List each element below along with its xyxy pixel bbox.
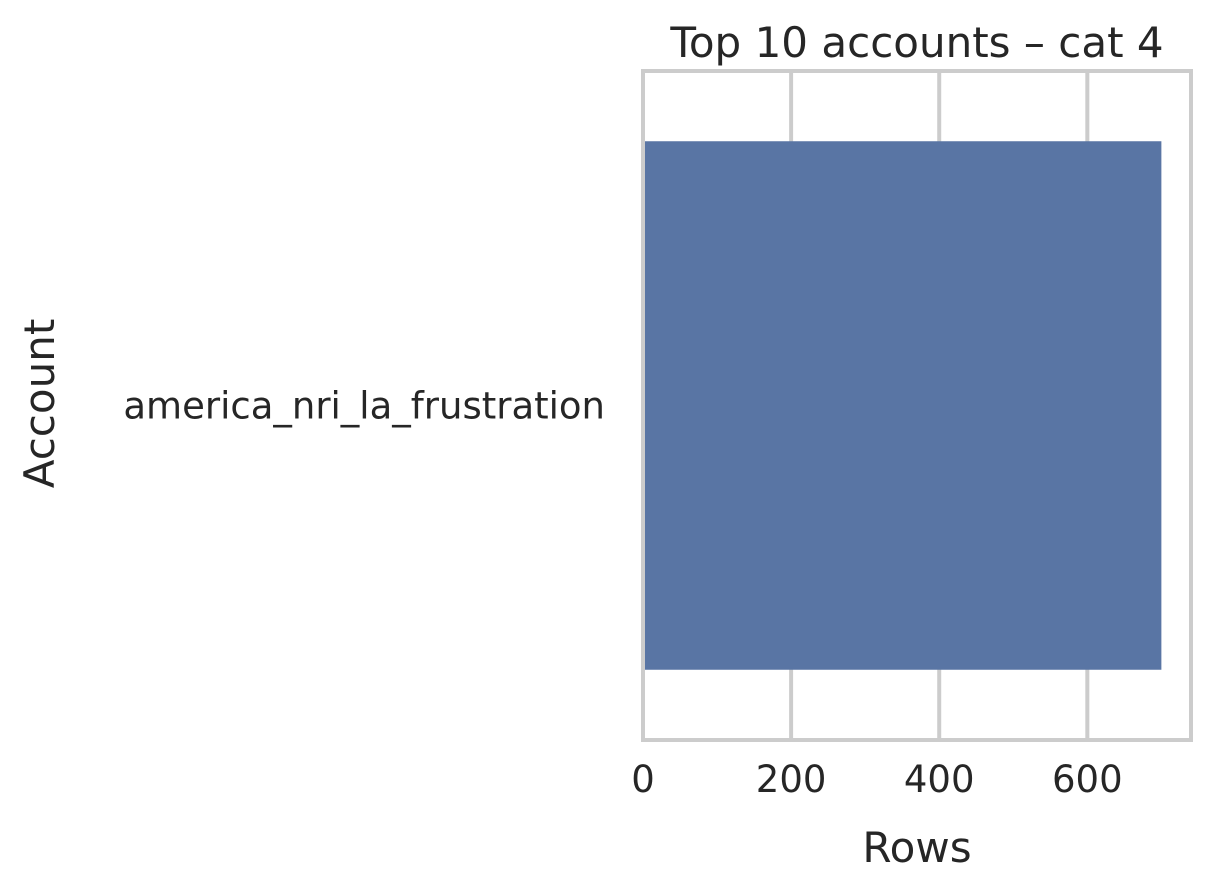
x-tick-label: 600: [1052, 758, 1123, 801]
x-tick-label: 200: [756, 758, 827, 801]
y-axis-label: Account: [15, 319, 64, 489]
chart-title: Top 10 accounts – cat 4: [669, 18, 1163, 67]
bar: [645, 141, 1162, 670]
x-tick-labels: 0 200 400 600: [631, 758, 1122, 801]
y-tick-labels: america_nri_la_frustration: [123, 385, 605, 428]
bar-layer: [645, 141, 1162, 670]
x-tick-label: 400: [904, 758, 975, 801]
x-axis-label: Rows: [862, 823, 971, 872]
y-tick-label: america_nri_la_frustration: [123, 385, 605, 428]
x-tick-label: 0: [631, 758, 655, 801]
plot-frame: [641, 69, 1193, 742]
